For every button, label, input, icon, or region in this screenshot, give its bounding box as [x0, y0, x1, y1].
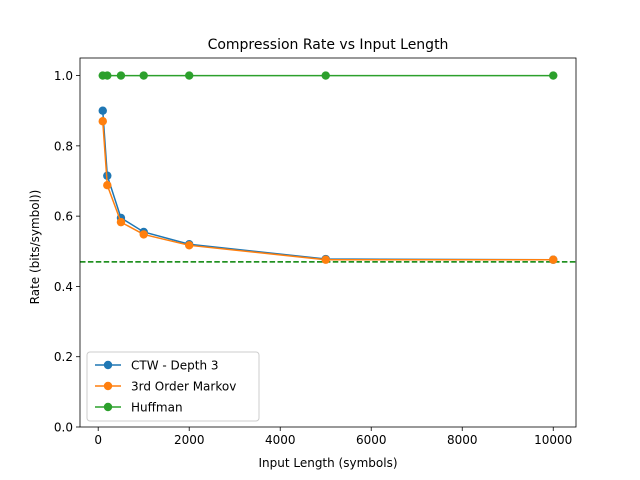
- y-axis-label: Rate (bits/symbol)): [28, 190, 42, 305]
- y-tick-label: 0.4: [54, 280, 73, 294]
- data-point: [98, 106, 107, 115]
- y-tick-label: 0.2: [54, 350, 73, 364]
- x-tick-label: 4000: [265, 433, 296, 447]
- chart-title: Compression Rate vs Input Length: [208, 37, 449, 53]
- plot-frame: [79, 57, 577, 428]
- data-point: [139, 71, 148, 80]
- plot-area: [79, 57, 577, 428]
- legend-label: CTW - Depth 3: [131, 359, 219, 373]
- series-2: [98, 71, 558, 80]
- data-point: [549, 255, 558, 264]
- legend-swatch-marker: [103, 381, 113, 391]
- data-point: [321, 71, 330, 80]
- y-tick-label: 0.6: [54, 210, 73, 224]
- x-tick-label: 0: [94, 433, 102, 447]
- y-tick-label: 1.0: [54, 69, 73, 83]
- y-axis-ticks: 0.0 0.2 0.4 0.6 0.8 1.0: [54, 69, 80, 435]
- legend-label: 3rd Order Markov: [131, 380, 236, 394]
- data-point: [103, 181, 112, 190]
- data-point: [103, 71, 112, 80]
- series-1: [98, 117, 558, 264]
- legend-swatch-marker: [103, 360, 113, 370]
- data-point: [139, 230, 148, 239]
- x-axis-label: Input Length (symbols): [258, 456, 397, 470]
- x-tick-label: 10000: [534, 433, 572, 447]
- x-tick-label: 8000: [447, 433, 478, 447]
- legend: CTW - Depth 3 3rd Order Markov Huffman: [86, 351, 260, 422]
- legend-box: [86, 351, 260, 422]
- data-point: [98, 117, 107, 126]
- data-point: [116, 217, 126, 227]
- x-tick-label: 6000: [356, 433, 387, 447]
- x-axis-ticks: 0 2000 4000 6000 8000 10000: [94, 427, 572, 447]
- legend-label: Huffman: [131, 401, 183, 415]
- data-point: [116, 71, 126, 80]
- legend-swatch-marker: [103, 402, 113, 412]
- data-point: [185, 241, 194, 250]
- data-point: [549, 71, 558, 80]
- data-point: [321, 255, 330, 264]
- x-tick-label: 2000: [174, 433, 205, 447]
- y-tick-label: 0.0: [54, 421, 73, 435]
- y-tick-label: 0.8: [54, 139, 73, 153]
- data-point: [185, 71, 194, 80]
